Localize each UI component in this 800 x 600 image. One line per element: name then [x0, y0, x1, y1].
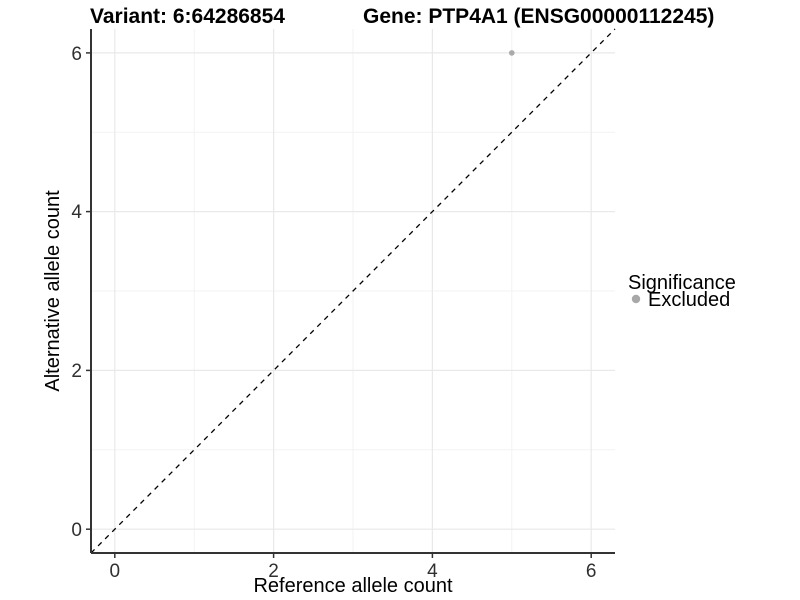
- y-tick-label-2: 2: [71, 361, 82, 382]
- x-tick-label-4: 4: [427, 561, 438, 582]
- identity-reference-line: [90, 28, 616, 554]
- y-tick-label-0: 0: [71, 520, 82, 541]
- x-tick-label-6: 6: [586, 561, 597, 582]
- legend-title: Significance: [628, 272, 736, 294]
- plot-title-gene: Gene: PTP4A1 (ENSG00000112245): [363, 5, 714, 28]
- x-tick-label-2: 2: [268, 561, 279, 582]
- y-tick-label-6: 6: [71, 44, 82, 65]
- legend: Significance Excluded: [628, 272, 736, 311]
- y-axis-title: Alternative allele count: [42, 190, 64, 392]
- plot-title-variant: Variant: 6:64286854: [90, 5, 285, 28]
- legend-label-excluded: Excluded: [648, 289, 730, 311]
- x-axis-title: Reference allele count: [253, 575, 452, 597]
- y-tick-label-4: 4: [71, 202, 82, 223]
- x-tick-label-0: 0: [110, 561, 121, 582]
- data-point-excluded: [509, 50, 515, 56]
- x-axis-ticks: [114, 553, 592, 558]
- legend-key-dot-excluded: [631, 294, 641, 304]
- y-axis-ticks: [86, 52, 91, 530]
- grid-major: [91, 29, 615, 553]
